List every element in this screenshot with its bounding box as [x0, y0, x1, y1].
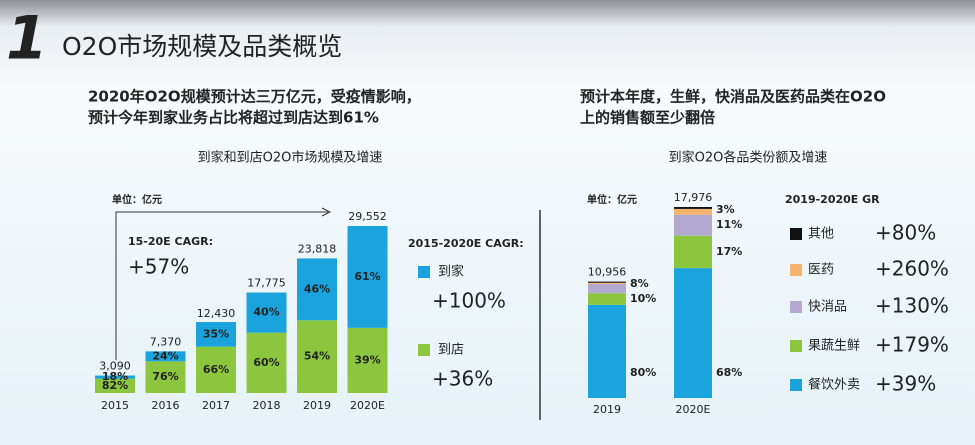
x-tick-label: 2016	[152, 399, 180, 412]
heading-line: 预计今年到家业务占比将超过到店达到61%	[88, 109, 379, 127]
legend-title: 2015-2020E CAGR:	[408, 237, 524, 250]
x-tick-label: 2020E	[676, 403, 711, 416]
bar-segment	[674, 268, 712, 398]
section-number: 1	[6, 4, 48, 74]
value-label: 46%	[304, 282, 330, 295]
x-tick-label: 2019	[593, 403, 621, 416]
legend-swatch	[418, 344, 430, 356]
value-label: 11%	[716, 218, 742, 231]
legend-growth: +39%	[875, 372, 936, 396]
total-label: 3,090	[99, 360, 131, 373]
value-label: 17%	[716, 245, 742, 258]
legend-title: 2019-2020E GR	[785, 193, 880, 206]
total-label: 23,818	[298, 242, 337, 255]
bar-segment	[196, 346, 236, 393]
total-label: 7,370	[150, 335, 182, 348]
value-label: 35%	[203, 327, 229, 340]
bar-segment	[588, 304, 626, 398]
x-tick-label: 2020E	[350, 399, 385, 412]
legend-swatch	[790, 228, 802, 240]
legend-swatch	[790, 340, 802, 352]
legend-label: 餐饮外卖	[808, 377, 860, 393]
legend-growth: +100%	[432, 289, 506, 313]
bar-segment	[145, 351, 186, 362]
value-label: 60%	[253, 356, 279, 369]
bar-segment	[588, 282, 626, 284]
bar-segment	[95, 378, 135, 393]
legend-growth: +36%	[432, 367, 493, 391]
bar-segment	[674, 214, 712, 236]
unit-label: 单位：亿元	[112, 193, 162, 206]
bar-segment	[297, 320, 337, 393]
x-tick-label: 2019	[303, 399, 331, 412]
legend-label: 果蔬生鲜	[808, 339, 860, 354]
heading-line: 2020年O2O规模预计达三万亿元，受疫情影响，	[88, 88, 421, 106]
value-label: 54%	[304, 350, 330, 363]
value-label: 8%	[630, 277, 649, 290]
cagr-arrow	[115, 211, 328, 360]
value-label: 10%	[630, 292, 656, 305]
bar-segment	[588, 293, 626, 305]
legend-growth: +179%	[875, 333, 949, 357]
value-label: 82%	[102, 379, 128, 392]
legend-growth: +80%	[875, 221, 936, 245]
bar-segment	[95, 375, 135, 379]
value-label: 18%	[102, 370, 128, 383]
legend-swatch	[790, 379, 802, 391]
bar-segment	[588, 281, 626, 283]
x-tick-label: 2018	[253, 399, 281, 412]
value-label: 3%	[716, 203, 735, 216]
bar-segment	[297, 258, 337, 321]
bar-segment	[246, 292, 287, 333]
bar-segment	[145, 361, 186, 393]
heading-line: 上的销售额至少翻倍	[580, 109, 715, 127]
legend-label: 到店	[438, 343, 464, 358]
x-tick-label: 2017	[202, 399, 230, 412]
legend-label: 到家	[438, 264, 464, 280]
legend-label: 医药	[808, 263, 834, 278]
legend-label: 快消品	[808, 300, 847, 315]
legend-growth: +260%	[875, 257, 949, 281]
legend-swatch	[790, 264, 802, 276]
bar-segment	[674, 235, 712, 269]
annotation-label: 15-20E CAGR:	[128, 235, 213, 248]
value-label: 66%	[203, 363, 229, 376]
value-label: 76%	[152, 370, 178, 383]
chart-subtitle: 到家和到店O2O市场规模及增速	[198, 150, 383, 166]
total-label: 17,976	[674, 191, 713, 204]
bar-segment	[674, 208, 712, 215]
value-label: 61%	[354, 270, 380, 283]
arrow-head	[321, 207, 332, 217]
chart-subtitle: 到家O2O各品类份额及增速	[669, 150, 828, 166]
x-tick-label: 2015	[101, 399, 129, 412]
legend-swatch	[418, 266, 430, 278]
legend-growth: +130%	[875, 294, 949, 318]
bar-segment	[347, 327, 388, 393]
total-label: 10,956	[588, 266, 627, 279]
value-label: 40%	[253, 306, 279, 319]
value-label: 68%	[716, 366, 742, 379]
bar-segment	[347, 226, 388, 328]
page-title: O2O市场规模及品类概览	[62, 32, 342, 61]
unit-label: 单位：亿元	[587, 193, 637, 206]
total-label: 12,430	[197, 307, 236, 320]
heading-line: 预计本年度，生鲜，快消品及医药品类在O2O	[580, 88, 886, 106]
total-label: 29,552	[348, 210, 387, 223]
bar-segment	[674, 207, 712, 209]
value-label: 24%	[152, 349, 178, 362]
total-label: 17,775	[247, 277, 286, 290]
bar-segment	[588, 283, 626, 294]
value-label: 80%	[630, 366, 656, 379]
legend-label: 其他	[808, 227, 834, 242]
bar-segment	[196, 322, 236, 347]
annotation-value: +57%	[128, 255, 189, 279]
bar-segment	[246, 332, 287, 393]
value-label: 39%	[354, 353, 380, 366]
legend-swatch	[790, 301, 802, 313]
